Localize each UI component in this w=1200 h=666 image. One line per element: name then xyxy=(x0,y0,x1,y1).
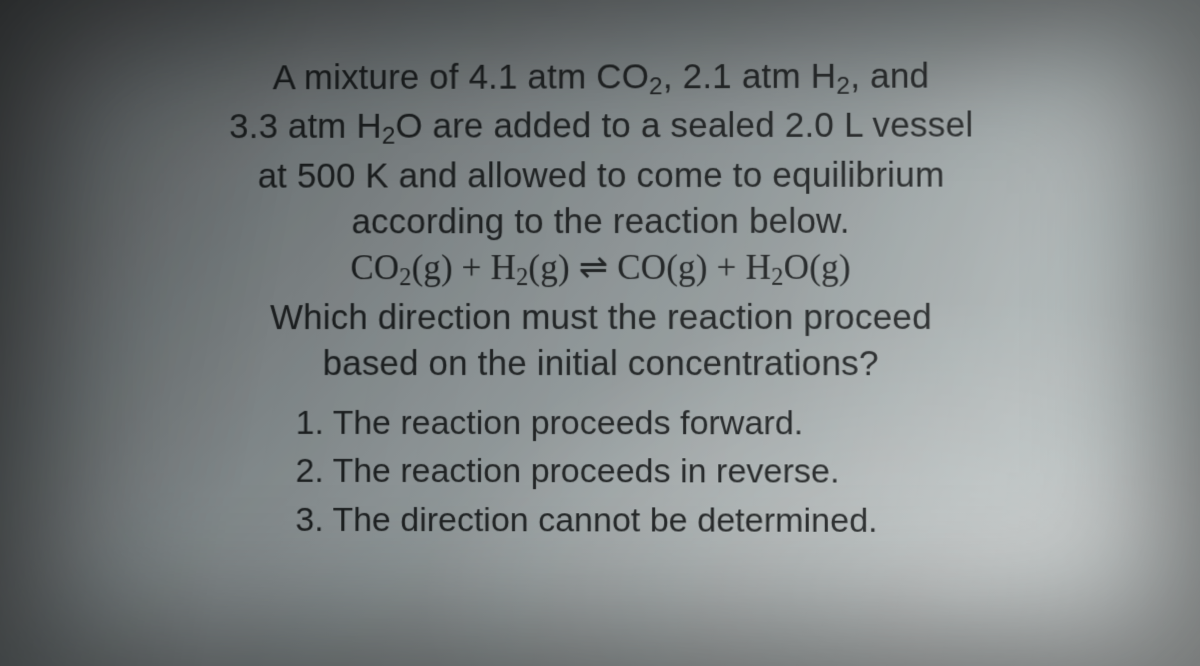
option-3: 3. The direction cannot be determined. xyxy=(295,496,1123,546)
question-line-3: at 500 K and allowed to come to equilibr… xyxy=(83,152,1122,200)
option-2: 2. The reaction proceeds in reverse. xyxy=(295,447,1123,496)
prompt-line-2: based on the initial concentrations? xyxy=(82,341,1122,387)
question-block: A mixture of 4.1 atm CO2, 2.1 atm H2, an… xyxy=(82,53,1124,545)
prompt-line-1: Which direction must the reactio n proce… xyxy=(83,294,1123,341)
options-list: 1. The reaction proceeds forward. 2. The… xyxy=(82,399,1124,545)
question-line-1: A mixture of 4.1 atm CO2, 2.1 atm H2, an… xyxy=(83,53,1121,105)
option-1: 1. The reaction proceeds forward. xyxy=(296,399,1123,448)
question-line-4: according to the reaction below. xyxy=(83,198,1122,245)
question-line-2: 3.3 atm H2O are added to a sealed 2.0 L … xyxy=(83,103,1121,155)
equation: CO2(g) + H2(g) ⇌ CO(g) + H2O(g) xyxy=(83,245,1123,295)
